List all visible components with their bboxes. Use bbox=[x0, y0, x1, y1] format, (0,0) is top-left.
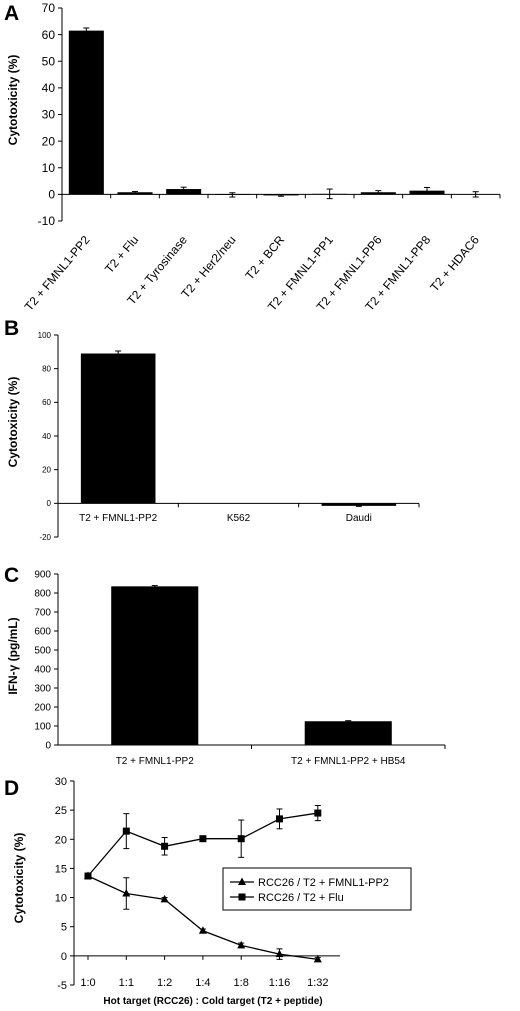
y-tick-label: 20 bbox=[42, 134, 56, 148]
category-label: T2 + FMNL1-PP2 + HB54 bbox=[291, 756, 406, 767]
data-point-square bbox=[237, 835, 245, 843]
y-tick-label: 600 bbox=[34, 627, 51, 638]
y-tick-label: -20 bbox=[39, 533, 51, 542]
data-point-square bbox=[199, 835, 207, 843]
y-tick-label: -5 bbox=[57, 980, 67, 992]
x-tick-label: 1:8 bbox=[234, 977, 249, 989]
data-point-triangle bbox=[275, 949, 284, 958]
panel-b-letter: B bbox=[4, 317, 19, 340]
legend-marker-square bbox=[238, 893, 246, 901]
x-tick-label: 1:2 bbox=[157, 977, 172, 989]
legend-label: RCC26 / T2 + FMNL1-PP2 bbox=[258, 877, 389, 889]
y-tick-label: 30 bbox=[55, 776, 67, 788]
y-tick-label: 5 bbox=[61, 922, 67, 934]
y-tick-label: 100 bbox=[38, 331, 52, 340]
x-tick-label: 1:0 bbox=[80, 977, 95, 989]
y-tick-label: 100 bbox=[34, 722, 51, 733]
bar bbox=[80, 353, 156, 504]
panel-b: B Cytotoxicity (%) -20 0 20 40 60 80 100 T2 + F… bbox=[4, 317, 420, 542]
legend: RCC26 / T2 + FMNL1-PP2 RCC26 / T2 + Flu bbox=[222, 867, 412, 911]
y-tick-label: 60 bbox=[42, 398, 51, 407]
y-tick-label: 900 bbox=[34, 570, 51, 581]
panel-c-y-axis-title: IFN-γ (pg/mL) bbox=[6, 617, 20, 694]
data-point-square bbox=[161, 842, 169, 850]
y-tick-label: 20 bbox=[42, 465, 51, 474]
y-tick-label: 50 bbox=[42, 54, 56, 68]
y-tick-label: 0 bbox=[48, 188, 55, 202]
data-point-square bbox=[84, 872, 92, 880]
y-tick-label: 80 bbox=[42, 364, 51, 373]
y-tick-label: 10 bbox=[42, 161, 56, 175]
y-tick-label: -10 bbox=[38, 214, 56, 228]
category-label: T2 + FMNL1-PP2 bbox=[79, 513, 158, 524]
category-label: T2 + FMNL1-PP2 bbox=[116, 756, 195, 767]
panel-b-plot: -20 0 20 40 60 80 100 T2 + FMNL1-PP2 K562 Daudi bbox=[38, 331, 420, 542]
bar bbox=[111, 586, 199, 745]
panel-a-y-axis-title: Cytotoxicity (%) bbox=[6, 55, 20, 146]
panel-b-y-axis-title: Cytotoxicity (%) bbox=[6, 377, 20, 468]
panel-c-letter: C bbox=[4, 564, 19, 587]
panel-a: A Cytotoxicity (%) -10 0 10 20 30 40 50 60 70 T2 … bbox=[4, 1, 501, 314]
y-tick-label: 40 bbox=[42, 432, 51, 441]
data-point-square bbox=[276, 815, 283, 823]
y-tick-label: 30 bbox=[42, 108, 56, 122]
y-tick-label: 15 bbox=[55, 863, 67, 875]
data-point-triangle bbox=[313, 954, 322, 963]
category-label: T2 + HDAC6 bbox=[427, 233, 482, 295]
y-tick-label: 25 bbox=[55, 805, 67, 817]
data-point-square bbox=[122, 827, 130, 835]
bar bbox=[321, 503, 397, 506]
y-tick-label: 800 bbox=[34, 589, 51, 600]
y-tick-label: 40 bbox=[42, 81, 56, 95]
panel-c: C IFN-γ (pg/mL) 0 100 200 300 400 500 600 700 80… bbox=[4, 564, 446, 767]
y-tick-label: 10 bbox=[55, 893, 67, 905]
data-point-triangle bbox=[122, 888, 131, 897]
legend-marker-triangle bbox=[238, 877, 246, 885]
y-tick-label: 500 bbox=[34, 646, 51, 657]
y-tick-label: 400 bbox=[34, 665, 51, 676]
x-tick-label: 1:32 bbox=[307, 977, 328, 989]
panel-a-plot: -10 0 10 20 30 40 50 60 70 T2 + FMNL1-PP2 T2 + Flu… bbox=[22, 1, 501, 314]
x-tick-label: 1:1 bbox=[119, 977, 134, 989]
y-tick-label: 700 bbox=[34, 608, 51, 619]
y-tick-label: 0 bbox=[61, 951, 67, 963]
y-tick-label: 70 bbox=[42, 1, 56, 15]
x-tick-label: 1:4 bbox=[195, 977, 210, 989]
y-tick-label: 20 bbox=[55, 834, 67, 846]
data-point-triangle bbox=[160, 894, 169, 903]
panel-a-letter: A bbox=[4, 2, 19, 25]
panel-c-plot: 0 100 200 300 400 500 600 700 800 900 T2 + FMNL1-P… bbox=[34, 570, 446, 767]
y-tick-label: 300 bbox=[34, 684, 51, 695]
y-tick-label: 0 bbox=[47, 499, 52, 508]
panel-d-y-axis-title: Cytotoxicity (%) bbox=[12, 833, 26, 924]
category-label: T2 + BCR bbox=[242, 233, 287, 283]
y-tick-label: 60 bbox=[42, 28, 56, 42]
panel-d-plot: -5 0 5 10 15 20 25 30 1:0 1:1 1:2 1:4 1:8 1:16 1:32 RCC… bbox=[55, 776, 412, 992]
series-line bbox=[87, 812, 318, 877]
bar bbox=[68, 30, 104, 195]
bar bbox=[304, 721, 392, 745]
x-tick-label: 1:16 bbox=[269, 977, 290, 989]
legend-label: RCC26 / T2 + Flu bbox=[258, 892, 344, 904]
category-label: T2 + FMNL1-PP2 bbox=[22, 233, 93, 314]
legend-box bbox=[222, 867, 412, 911]
panel-d-x-axis-title: Hot target (RCC26) : Cold target (T2 + p… bbox=[103, 996, 322, 1007]
panel-d: D Cytotoxicity (%) Hot target (RCC26) : … bbox=[4, 776, 412, 1007]
data-point-triangle bbox=[198, 926, 207, 934]
data-point-triangle bbox=[237, 940, 246, 949]
panel-d-letter: D bbox=[4, 777, 19, 800]
bar bbox=[166, 189, 202, 195]
category-label: Daudi bbox=[346, 513, 372, 524]
category-label: T2 + Flu bbox=[102, 233, 141, 276]
data-point-square bbox=[314, 809, 322, 817]
y-tick-label: 0 bbox=[45, 741, 51, 752]
y-tick-label: 200 bbox=[34, 703, 51, 714]
category-label: K562 bbox=[227, 513, 251, 524]
